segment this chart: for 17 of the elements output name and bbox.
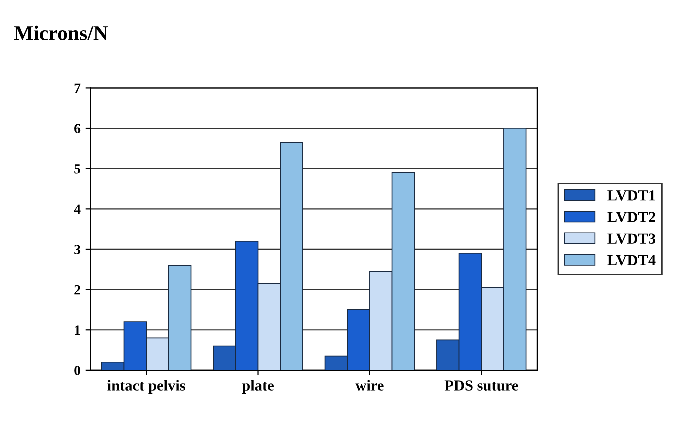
y-tick-label: 3 [74, 245, 81, 254]
legend-label: LVDT1 [608, 190, 656, 201]
x-tick-label: intact pelvis [108, 380, 186, 394]
y-tick-label: 2 [74, 285, 80, 295]
x-tick-label: wire [356, 380, 384, 391]
x-tick-label: plate [242, 380, 274, 394]
y-tick-label: 6 [74, 124, 81, 134]
legend-label: LVDT2 [608, 212, 656, 222]
chart-title: Microns/N [14, 26, 108, 40]
y-tick-label: 0 [74, 366, 80, 376]
y-tick-label: 5 [74, 164, 81, 174]
legend-label: LVDT4 [608, 255, 656, 266]
y-tick-label: 1 [75, 326, 80, 335]
y-tick-label: 4 [74, 204, 81, 214]
x-tick-label: PDS suture [444, 380, 518, 391]
legend-label: LVDT3 [608, 234, 656, 244]
y-tick-label: 7 [74, 84, 81, 94]
